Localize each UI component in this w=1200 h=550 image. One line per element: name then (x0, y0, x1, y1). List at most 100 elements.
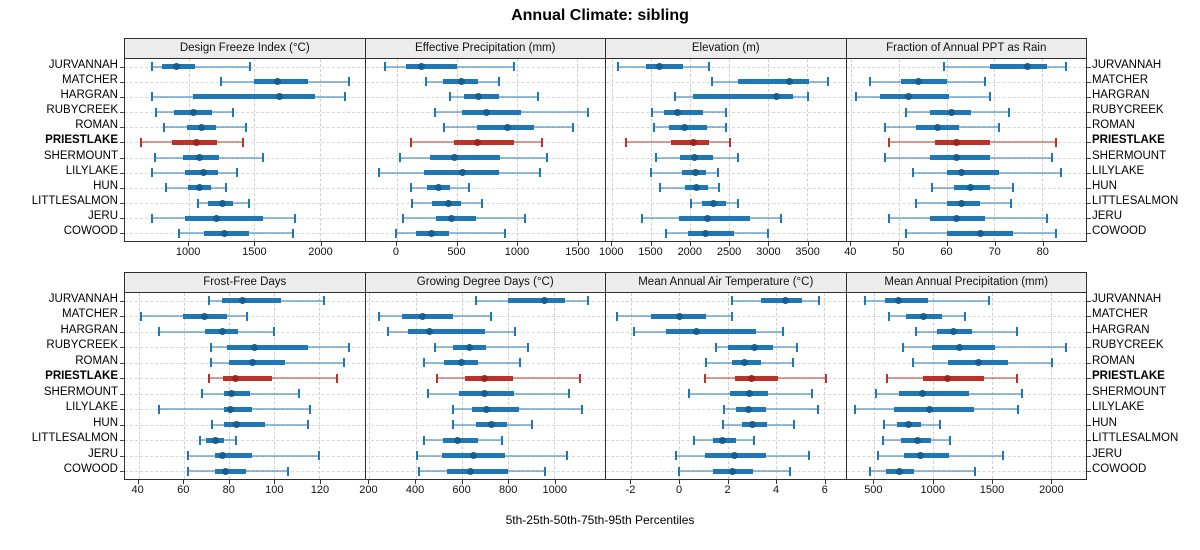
median-dot-roman (458, 359, 466, 367)
whisker-cap (500, 435, 503, 445)
site-label-littlesalmon: LITTLESALMON (1092, 432, 1179, 445)
median-dot-hun (233, 421, 241, 429)
whisker-cap (881, 435, 884, 445)
median-dot-priestlake (748, 374, 756, 382)
gridline-horizontal (365, 218, 605, 220)
whisker-cap (242, 137, 245, 147)
median-dot-roman (975, 359, 983, 367)
median-dot-matcher (914, 78, 922, 86)
whisker-cap (177, 228, 180, 238)
whisker-cap (943, 62, 946, 72)
gridline-vertical (183, 293, 185, 479)
whisker-cap (416, 451, 418, 461)
median-dot-hargran (905, 93, 913, 101)
x-axis-tick-label: 120 (310, 484, 330, 496)
median-dot-jeru (731, 452, 739, 460)
whisker-cap (586, 107, 589, 117)
gridline-horizontal (606, 203, 846, 205)
whisker-cap (711, 77, 714, 87)
site-label-shermount: SHERMOUNT (43, 385, 118, 398)
x-axis-tick-label: 1000 (504, 246, 530, 258)
interquartile-bar-jeru (903, 453, 949, 459)
y-axis-tick (1087, 316, 1091, 318)
median-dot-jeru (952, 214, 960, 222)
whisker-cap (586, 296, 589, 306)
whisker-cap (988, 92, 991, 102)
site-label-hargran: HARGRAN (1092, 323, 1150, 336)
whisker-cap (753, 435, 756, 445)
panel-title: Frost-Free Days (125, 273, 365, 293)
gridline-horizontal (365, 187, 605, 189)
site-label-cowood: COWOOD (63, 225, 118, 238)
gridline-vertical (396, 59, 398, 241)
site-label-matcher: MATCHER (61, 73, 118, 86)
median-dot-hargran (474, 93, 482, 101)
whisker-range-jeru (188, 454, 320, 457)
median-dot-roman (249, 359, 257, 367)
whisker-cap (1021, 389, 1024, 399)
whisker-cap (336, 373, 339, 383)
whisker-cap (207, 296, 210, 306)
whisker-cap (1051, 358, 1054, 368)
interquartile-bar-hargran (693, 94, 793, 100)
whisker-cap (545, 153, 548, 163)
median-dot-cowood (467, 467, 475, 475)
site-label-lilylake: LILYLAKE (65, 164, 118, 177)
gridline-horizontal (365, 233, 605, 235)
whisker-cap (807, 92, 810, 102)
gridline-vertical (415, 293, 417, 479)
site-label-hun: HUN (93, 179, 118, 192)
x-axis-tick (228, 480, 230, 484)
whisker-cap (401, 213, 404, 223)
whisker-cap (536, 92, 539, 102)
median-dot-roman (198, 123, 206, 131)
y-axis-tick (120, 393, 124, 395)
median-dot-shermount (952, 154, 960, 162)
panel-frame: Design Freeze Index (°C) (120, 38, 366, 242)
whisker-cap (692, 435, 695, 445)
whisker-cap (949, 435, 952, 445)
whisker-cap (246, 311, 248, 321)
median-dot-lilylake (458, 169, 466, 177)
gridline-horizontal (606, 142, 846, 144)
x-axis: 40 50 60 70 80 (844, 242, 1088, 258)
gridline-horizontal (606, 424, 846, 426)
gridline-horizontal (606, 300, 846, 302)
x-axis-tick-label: 60 (940, 246, 953, 258)
panel-frame: Mean Annual Air Temperature (°C) (605, 272, 847, 480)
gridline-vertical (651, 59, 653, 241)
whisker-cap (632, 327, 635, 337)
interquartile-bar-jurvannah (507, 298, 565, 304)
site-label-priestlake: PRIESTLAKE (1092, 134, 1165, 147)
median-dot-matcher (200, 312, 208, 320)
gridline-vertical (188, 59, 190, 241)
whisker-cap (650, 168, 653, 178)
whisker-cap (717, 183, 720, 193)
whisker-cap (704, 358, 707, 368)
whisker-cap (157, 404, 160, 414)
whisker-cap (427, 389, 430, 399)
y-axis-tick (1087, 424, 1091, 426)
y-axis-tick (1087, 187, 1091, 189)
whisker-cap (724, 122, 727, 132)
x-axis-tick (807, 242, 809, 246)
whisker-cap (1017, 404, 1020, 414)
x-axis-tick-label: 0 (675, 484, 683, 496)
median-dot-rubycreek (482, 108, 490, 116)
site-label-cowood: COWOOD (63, 463, 118, 476)
gridline-vertical (516, 59, 518, 241)
whisker-cap (816, 404, 819, 414)
whisker-range-shermount (201, 392, 299, 395)
median-dot-lilylake (200, 169, 208, 177)
median-dot-littlesalmon (710, 199, 718, 207)
panel-title: Elevation (m) (606, 39, 846, 59)
whisker-cap (543, 466, 546, 476)
whisker-cap (876, 451, 879, 461)
whisker-cap (513, 327, 516, 337)
median-dot-littlesalmon (454, 436, 462, 444)
whisker-cap (779, 213, 782, 223)
panel-plot-area (120, 59, 365, 241)
whisker-cap (150, 213, 153, 223)
interquartile-bar-rubycreek (462, 109, 521, 115)
